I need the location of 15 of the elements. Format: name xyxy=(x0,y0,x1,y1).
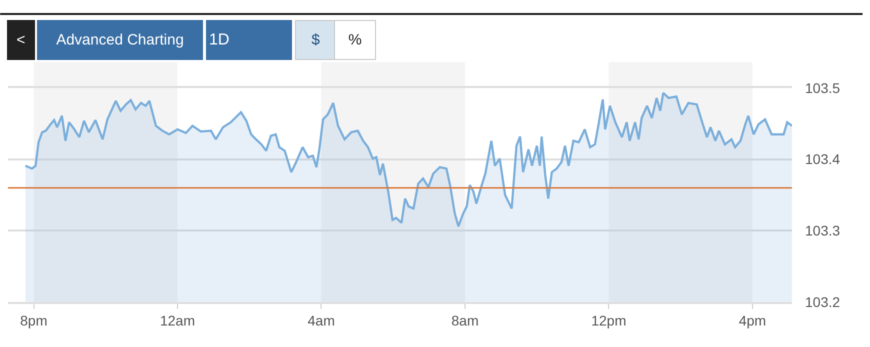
text: 1D xyxy=(209,32,230,48)
text: Advanced Charting xyxy=(56,32,184,48)
text: < xyxy=(16,32,26,48)
y-tick-label: 103.2 xyxy=(805,294,840,310)
x-tick-label: 8am xyxy=(451,312,479,329)
y-tick-label: 103.3 xyxy=(805,222,840,239)
x-tick-label: 12am xyxy=(160,312,196,329)
text: $ xyxy=(312,32,320,48)
text: % xyxy=(348,32,362,48)
x-tick-label: 4pm xyxy=(738,312,766,329)
x-tick-label: 8pm xyxy=(20,312,48,329)
x-tick-label: 12pm xyxy=(591,312,626,329)
y-tick-label: 103.5 xyxy=(805,80,840,96)
y-tick-label: 103.4 xyxy=(805,151,840,168)
x-tick-label: 4am xyxy=(308,312,335,329)
